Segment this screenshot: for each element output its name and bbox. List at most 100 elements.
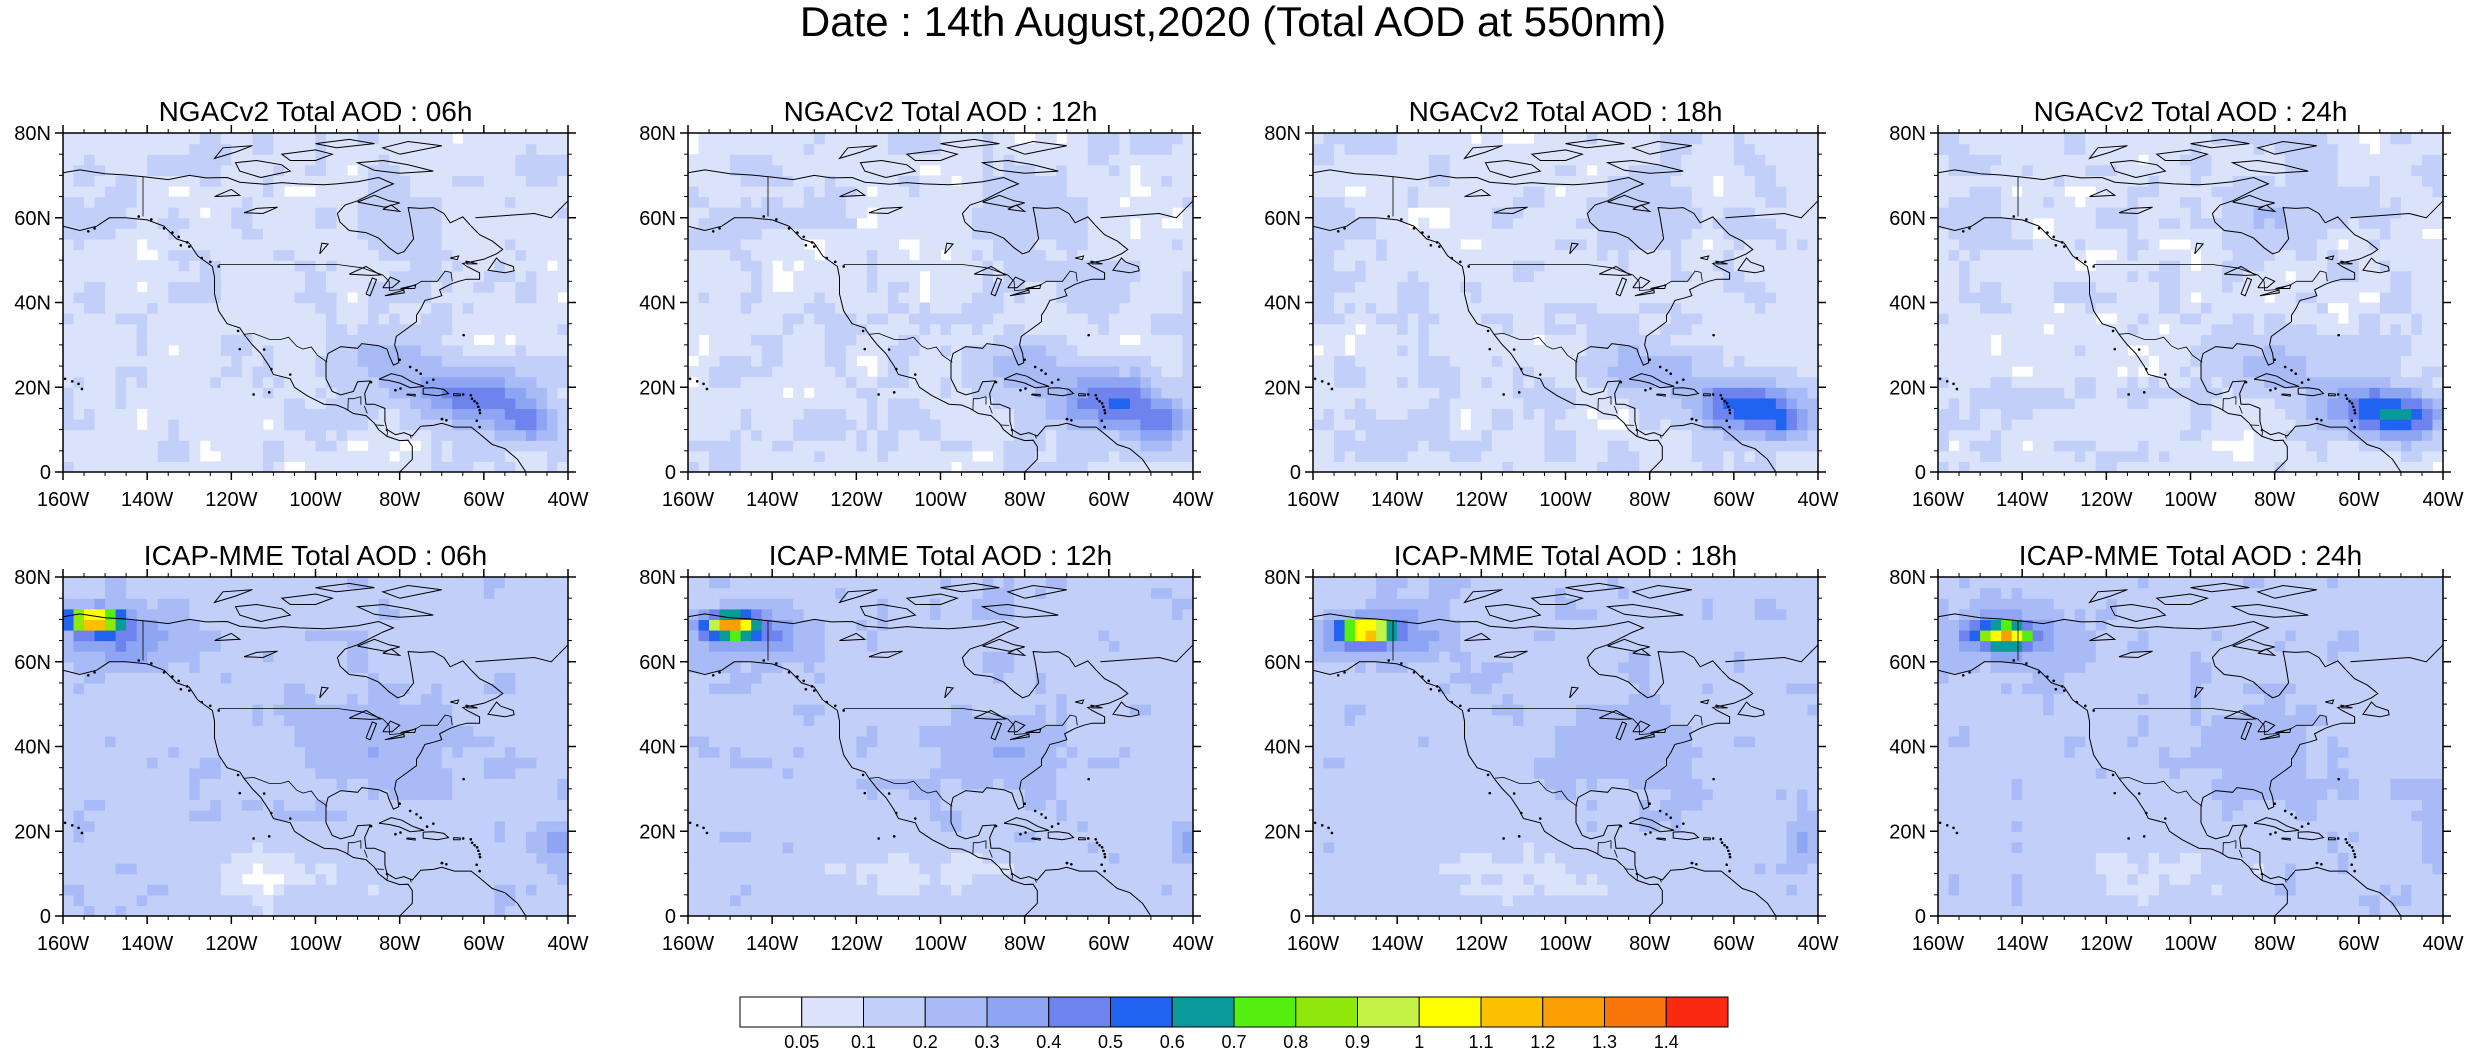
panel-title: NGACv2 Total AOD : 06h [159, 96, 473, 127]
panel-title: ICAP-MME Total AOD : 12h [769, 540, 1112, 571]
aod-heatmap [688, 133, 1193, 472]
lon-tick-label: 140W [746, 933, 798, 955]
country-borders [2017, 176, 2328, 439]
map-panel: 0 20N 40N 60N 80N 160W 140W 120W 100W 80W 60W 40W IC… [1889, 540, 2463, 955]
lat-tick-label: 20N [14, 821, 51, 843]
lon-tick-label: 160W [37, 933, 89, 955]
colorbar-label: 0.7 [1221, 1032, 1246, 1052]
lon-tick-label: 100W [914, 489, 966, 511]
lat-tick-label: 40N [1889, 293, 1926, 315]
lat-tick-label: 0 [40, 462, 51, 484]
lon-tick-label: 160W [1912, 489, 1964, 511]
lat-tick-label: 0 [1915, 906, 1926, 928]
lon-tick-label: 40W [547, 489, 588, 511]
lon-tick-label: 40W [1172, 933, 1213, 955]
map-panel: 0 20N 40N 60N 80N 160W 140W 120W 100W 80W 60W 40W NG… [1889, 96, 2463, 511]
colorbar-label: 0.6 [1160, 1032, 1185, 1052]
lon-tick-label: 80W [1004, 489, 1045, 511]
lon-tick-label: 80W [379, 933, 420, 955]
country-borders [767, 176, 1078, 439]
lat-tick-label: 60N [639, 652, 676, 674]
colorbar-swatch [801, 996, 864, 1028]
lat-tick-label: 60N [1264, 208, 1301, 230]
lat-tick-label: 80N [639, 123, 676, 145]
lat-tick-label: 60N [14, 652, 51, 674]
coastlines [1938, 582, 2443, 916]
colorbar-swatch [1418, 996, 1482, 1028]
lon-tick-label: 120W [830, 933, 882, 955]
country-borders [1392, 620, 1703, 883]
lon-tick-label: 80W [2254, 489, 2295, 511]
lon-tick-label: 160W [1287, 933, 1339, 955]
lon-tick-label: 120W [1455, 933, 1507, 955]
lon-tick-label: 140W [1371, 489, 1423, 511]
colorbar-label: 0.5 [1098, 1032, 1123, 1052]
colorbar-label: 1 [1414, 1032, 1424, 1052]
lat-tick-label: 40N [1264, 737, 1301, 759]
map-panel: 0 20N 40N 60N 80N 160W 140W 120W 100W 80W 60W 40W IC… [639, 540, 1213, 955]
lat-tick-label: 80N [1889, 567, 1926, 589]
lat-tick-label: 60N [639, 208, 676, 230]
colorbar-swatch [1110, 996, 1173, 1028]
lat-tick-label: 20N [1264, 821, 1301, 843]
coastlines [63, 582, 568, 916]
map-panel: 0 20N 40N 60N 80N 160W 140W 120W 100W 80W 60W 40W IC… [1264, 540, 1838, 955]
lon-tick-label: 40W [2422, 933, 2463, 955]
lon-tick-label: 120W [205, 933, 257, 955]
lat-tick-label: 20N [14, 377, 51, 399]
lat-tick-label: 0 [1290, 906, 1301, 928]
lon-tick-label: 100W [289, 933, 341, 955]
country-borders [142, 176, 453, 439]
lat-tick-label: 20N [1889, 821, 1926, 843]
colorbar-label: 0.2 [913, 1032, 938, 1052]
lat-tick-label: 80N [14, 123, 51, 145]
lon-tick-label: 60W [1713, 933, 1754, 955]
lon-tick-label: 140W [1371, 933, 1423, 955]
colorbar-label: 1.1 [1468, 1032, 1493, 1052]
figure-title: Date : 14th August,2020 (Total AOD at 55… [799, 0, 1667, 45]
colorbar: 0.05 0.1 0.2 0.3 0.4 0.5 0.6 0.7 0.8 0.9 1 1.1 1.2 1.… [739, 996, 1729, 1052]
lon-tick-label: 100W [1539, 489, 1591, 511]
coastlines [1313, 582, 1818, 916]
panel-title: ICAP-MME Total AOD : 06h [144, 540, 487, 571]
colorbar-label: 0.9 [1345, 1032, 1370, 1052]
lat-tick-label: 80N [639, 567, 676, 589]
lon-tick-label: 100W [2164, 489, 2216, 511]
coastlines [688, 582, 1193, 916]
colorbar-swatch [1604, 996, 1667, 1028]
lon-tick-label: 100W [914, 933, 966, 955]
lat-tick-label: 0 [1915, 462, 1926, 484]
colorbar-label: 0.1 [851, 1032, 876, 1052]
panel-title: NGACv2 Total AOD : 18h [1409, 96, 1723, 127]
lon-tick-label: 140W [121, 489, 173, 511]
country-borders [2017, 620, 2328, 883]
lon-tick-label: 140W [121, 933, 173, 955]
lon-tick-label: 140W [746, 489, 798, 511]
colorbar-label: 1.4 [1654, 1032, 1679, 1052]
lon-tick-label: 40W [2422, 489, 2463, 511]
lat-tick-label: 20N [639, 377, 676, 399]
lat-tick-label: 0 [40, 906, 51, 928]
lon-tick-label: 140W [1996, 933, 2048, 955]
colorbar-swatch [1665, 996, 1729, 1028]
panel-title: NGACv2 Total AOD : 12h [784, 96, 1098, 127]
lon-tick-label: 100W [2164, 933, 2216, 955]
country-borders [767, 620, 1078, 883]
lat-tick-label: 0 [1290, 462, 1301, 484]
lon-tick-label: 40W [1797, 933, 1838, 955]
colorbar-label: 1.2 [1530, 1032, 1555, 1052]
lon-tick-label: 120W [830, 489, 882, 511]
colorbar-label: 0.4 [1036, 1032, 1061, 1052]
lat-tick-label: 80N [1889, 123, 1926, 145]
lon-tick-label: 100W [289, 489, 341, 511]
lon-tick-label: 60W [1713, 489, 1754, 511]
lon-tick-label: 140W [1996, 489, 2048, 511]
colorbar-label: 1.3 [1592, 1032, 1617, 1052]
aod-heatmap [63, 133, 568, 472]
lat-tick-label: 20N [1889, 377, 1926, 399]
panel-title: NGACv2 Total AOD : 24h [2034, 96, 2348, 127]
lat-tick-label: 0 [665, 906, 676, 928]
colorbar-swatch [863, 996, 926, 1028]
colorbar-swatch [1171, 996, 1235, 1028]
lon-tick-label: 80W [2254, 933, 2295, 955]
